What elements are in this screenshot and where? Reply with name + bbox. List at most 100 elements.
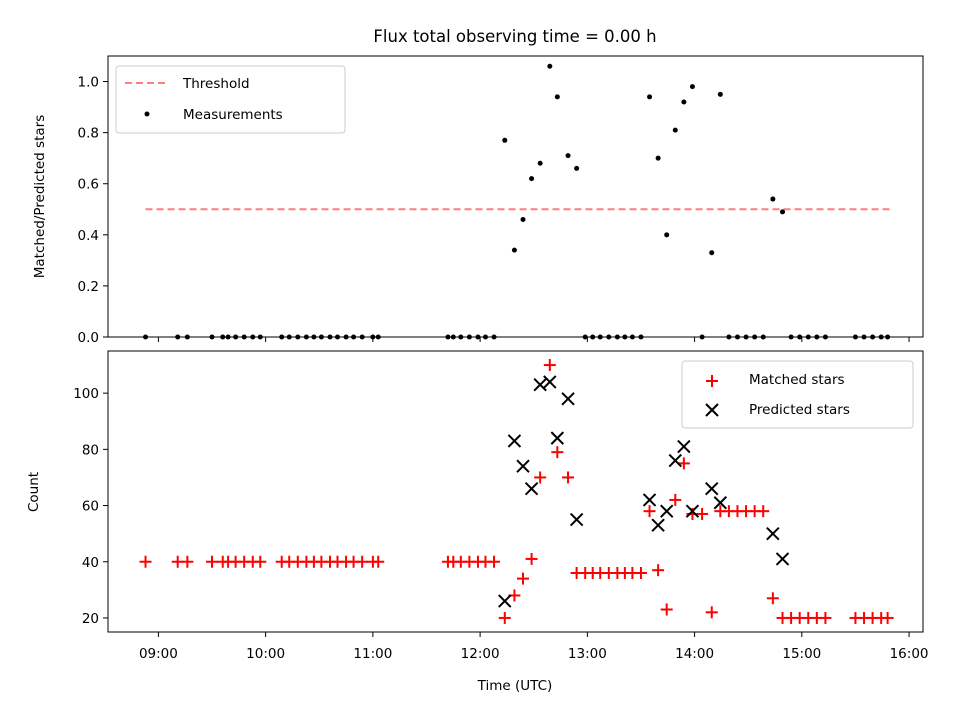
matched-star-point (652, 564, 665, 577)
matched-star-point (881, 611, 894, 624)
matched-star-point (372, 555, 385, 568)
matched-star-point (819, 611, 832, 624)
predicted-star-point (524, 481, 539, 496)
x-tick-label: 11:00 (353, 646, 392, 662)
x-axis-label: Time (UTC) (477, 678, 553, 694)
measurement-point (511, 247, 517, 253)
threshold-legend-label: Threshold (182, 76, 250, 92)
measurement-point (574, 165, 580, 171)
matched-star-point (488, 555, 501, 568)
matched-star-point (677, 457, 690, 470)
measurement-point (681, 99, 687, 105)
matched-star-point (551, 446, 564, 459)
matched-legend-label: Matched stars (749, 372, 845, 388)
bottom-legend-box (681, 360, 914, 429)
measurements-legend-marker (144, 111, 150, 117)
matched-star-point (634, 566, 647, 579)
matched-star-point (660, 603, 673, 616)
measurements-legend-label: Measurements (183, 107, 283, 123)
predicted-star-point (713, 496, 728, 510)
matched-star-point (705, 606, 718, 619)
matched-star-point (696, 507, 709, 520)
matched-star-point (139, 555, 152, 568)
measurement-point (529, 176, 535, 182)
top-legend-box (115, 65, 346, 134)
measurement-point (717, 91, 723, 97)
predicted-star-point (642, 493, 657, 507)
predicted-star-point (659, 504, 674, 518)
measurement-point (655, 155, 661, 161)
predicted-star-point (561, 392, 575, 406)
measurement-point (520, 216, 526, 222)
measurement-point (689, 84, 695, 90)
top-y-tick-label: 0.6 (78, 177, 99, 193)
matched-star-point (766, 592, 779, 605)
measurement-point (565, 153, 571, 159)
matched-legend-marker (706, 375, 718, 387)
top-y-tick-label: 0.0 (78, 330, 99, 346)
chart-title: Flux total observing time = 0.00 h (373, 27, 656, 46)
top-y-axis-label: Matched/Predicted stars (32, 115, 48, 278)
bottom-axes-frame (107, 350, 924, 633)
top-y-tick-label: 0.2 (78, 279, 99, 295)
predicted-star-point (498, 594, 512, 608)
top-axes-frame (107, 55, 924, 338)
predicted-star-point (766, 526, 780, 541)
matched-star-point (356, 555, 369, 568)
bottom-y-tick-label: 40 (82, 555, 99, 571)
measurement-point (709, 250, 715, 256)
predicted-star-point (705, 481, 719, 496)
bottom-y-tick-label: 60 (82, 499, 99, 515)
measurement-point (664, 232, 670, 238)
x-tick-label: 13:00 (568, 646, 607, 662)
predicted-star-point (533, 378, 547, 392)
matched-star-point (669, 493, 682, 506)
matched-star-point (498, 611, 511, 624)
bottom-y-tick-label: 100 (73, 386, 99, 402)
predicted-star-point (668, 453, 682, 468)
matched-star-point (181, 555, 194, 568)
matched-star-point (757, 505, 770, 518)
measurement-point (554, 94, 560, 100)
predicted-star-point (685, 504, 700, 518)
measurement-point (537, 160, 543, 166)
measurement-point (647, 94, 653, 100)
measurement-point (672, 127, 678, 133)
x-tick-label: 15:00 (782, 646, 821, 662)
predicted-star-point (543, 375, 557, 389)
matched-star-point (562, 471, 575, 484)
x-tick-label: 10:00 (246, 646, 285, 662)
top-y-tick-label: 0.8 (78, 126, 99, 142)
x-tick-label: 09:00 (139, 646, 178, 662)
bottom-y-axis-label: Count (26, 472, 42, 512)
bottom-legend: Matched stars Predicted stars (681, 360, 914, 429)
predicted-legend-marker (705, 403, 719, 417)
predicted-star-point (569, 512, 584, 527)
bottom-axes: 20 40 60 80 100 09:00 10:00 11:00 12:00 13:00 14:… (26, 350, 929, 694)
predicted-star-point (550, 431, 565, 445)
predicted-legend-label: Predicted stars (749, 402, 850, 418)
top-axes: 0.0 0.2 0.4 0.6 0.8 1.0 Matched/Predicted sta… (32, 55, 924, 346)
top-legend: Threshold Measurements (115, 65, 346, 134)
predicted-star-point (775, 552, 790, 566)
matched-star-point (543, 359, 556, 372)
matched-star-point (534, 471, 547, 484)
measurement-point (780, 209, 786, 215)
predicted-star-point (516, 459, 530, 473)
x-tick-label: 14:00 (675, 646, 714, 662)
top-y-tick-label: 0.4 (78, 228, 99, 244)
x-tick-label: 16:00 (890, 646, 929, 662)
bottom-y-tick-label: 20 (82, 611, 99, 627)
measurement-point (502, 137, 508, 143)
x-tick-label: 12:00 (461, 646, 500, 662)
measurement-point (770, 196, 776, 202)
predicted-star-point (677, 439, 691, 454)
matched-star-point (254, 555, 267, 568)
matched-star-point (517, 572, 530, 585)
matched-star-point (643, 505, 656, 518)
matched-star-point (206, 555, 219, 568)
top-y-tick-label: 1.0 (78, 75, 99, 91)
predicted-star-point (507, 434, 522, 448)
predicted-star-point (651, 518, 665, 532)
